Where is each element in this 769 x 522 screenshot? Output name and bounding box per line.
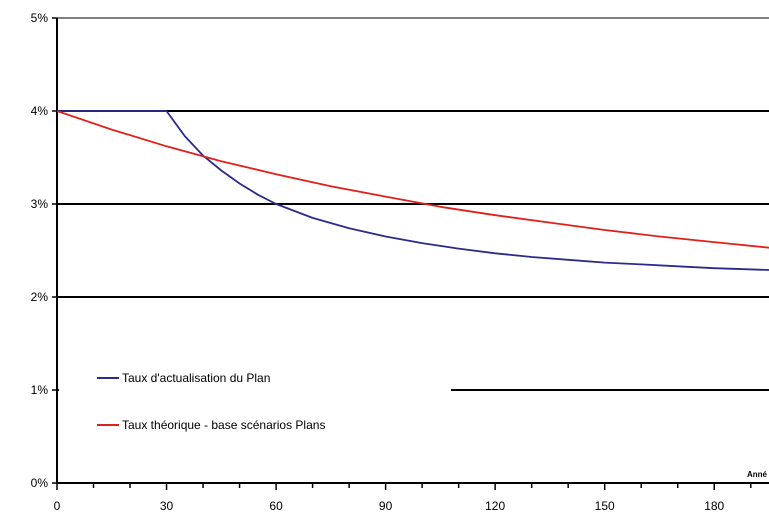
series-lines — [56, 110, 769, 271]
y-tick-label-1: 1% — [31, 383, 49, 397]
y-tick-label-3: 3% — [31, 197, 49, 211]
legend-box — [59, 352, 451, 452]
y-tick-label-4: 4% — [31, 104, 49, 118]
x-tick-label-2: 60 — [269, 499, 283, 513]
x-tick-label-0: 0 — [54, 499, 61, 513]
x-tick-label-1: 30 — [160, 499, 174, 513]
y-tick-label-5: 5% — [31, 11, 49, 25]
x-tick-label-6: 180 — [704, 499, 724, 513]
x-tick-label-4: 120 — [485, 499, 505, 513]
x-tick-labels: 0 30 60 90 120 150 180 — [54, 499, 725, 513]
x-axis-label: Anné — [747, 470, 768, 479]
series-line-0 — [57, 110, 769, 271]
legend-label-0: Taux d'actualisation du Plan — [122, 371, 270, 385]
y-tick-labels: 0% 1% 2% 3% 4% 5% — [31, 11, 49, 490]
legend-label-1: Taux théorique - base scénarios Plans — [122, 418, 325, 432]
x-tick-label-3: 90 — [379, 499, 393, 513]
y-tick-label-2: 2% — [31, 290, 49, 304]
x-tick-label-5: 150 — [595, 499, 615, 513]
grid-lines — [57, 110, 769, 391]
series-line-1 — [56, 110, 769, 249]
legend: Taux d'actualisation du Plan Taux théoriq… — [59, 352, 451, 452]
y-tick-label-0: 0% — [31, 476, 49, 490]
axes — [52, 17, 769, 490]
